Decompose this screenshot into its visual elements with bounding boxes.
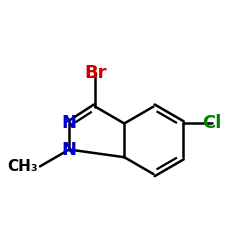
Text: N: N bbox=[62, 140, 76, 158]
Text: Br: Br bbox=[84, 64, 106, 82]
Text: CH₃: CH₃ bbox=[7, 159, 38, 174]
Text: Cl: Cl bbox=[202, 114, 221, 132]
Text: N: N bbox=[62, 114, 76, 132]
